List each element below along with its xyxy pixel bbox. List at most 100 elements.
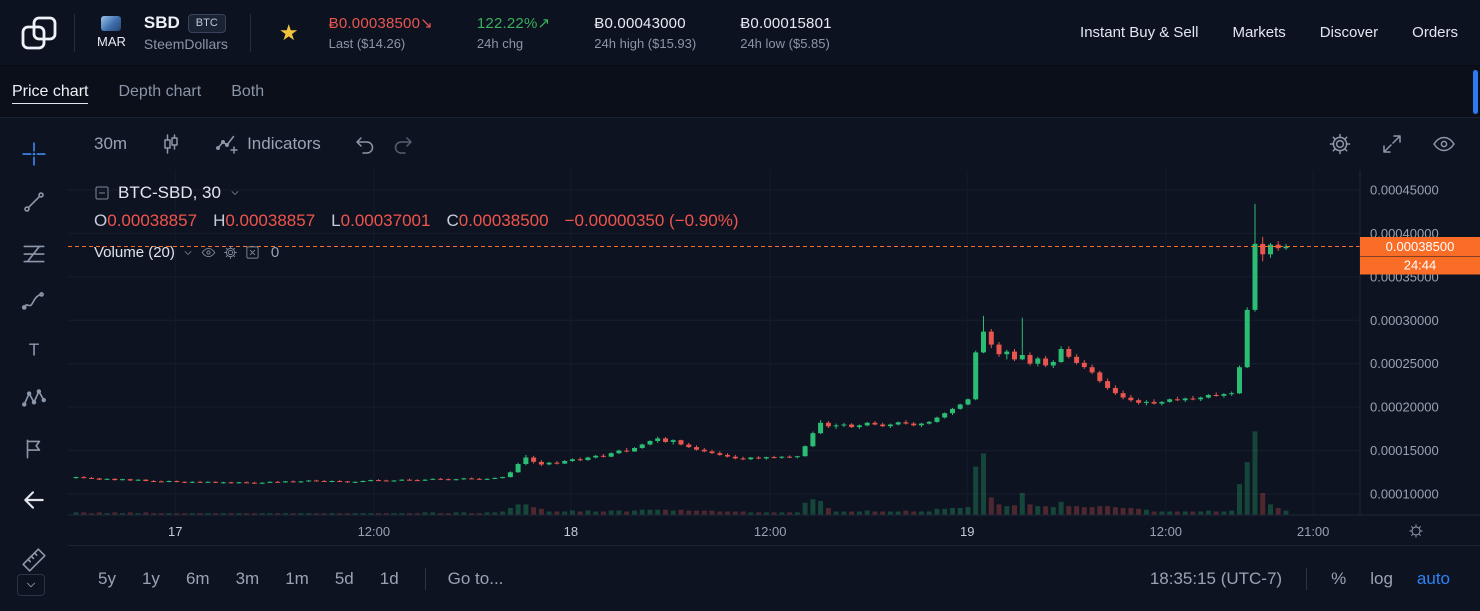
svg-text:T: T — [29, 339, 40, 359]
redo-icon — [394, 137, 412, 154]
stat-24h-low: Ƀ0.00015801 24h low ($5.85) — [740, 14, 831, 51]
range-1m-button[interactable]: 1m — [285, 568, 309, 588]
tab-both[interactable]: Both — [231, 82, 265, 100]
price-scale-gear-icon[interactable] — [1409, 524, 1423, 538]
close-value: 0.00038500 — [458, 211, 549, 230]
main-area: T 30m — [0, 118, 1480, 611]
auto-scale-button[interactable]: auto — [1416, 568, 1450, 588]
range-1d-button[interactable]: 1d — [379, 568, 399, 588]
percent-scale-button[interactable]: % — [1331, 568, 1347, 588]
trend-line-tool-icon[interactable] — [20, 188, 48, 216]
market-thumbnail-image — [101, 16, 122, 31]
low-label: 24h low ($5.85) — [740, 35, 830, 51]
nav-markets[interactable]: Markets — [1232, 24, 1286, 41]
fib-retracement-tool-icon[interactable] — [20, 240, 48, 268]
last-price-label — [1360, 237, 1480, 256]
divider — [74, 13, 75, 52]
candle-style-button[interactable] — [159, 132, 183, 156]
nav-discover[interactable]: Discover — [1319, 24, 1379, 41]
indicators-label: Indicators — [247, 134, 321, 153]
range-1y-button[interactable]: 1y — [141, 568, 160, 588]
gear-icon — [1329, 133, 1351, 155]
nav-orders[interactable]: Orders — [1412, 24, 1458, 41]
down-right-arrow-icon: ↘ — [420, 15, 433, 32]
svg-text:12:00: 12:00 — [754, 524, 787, 539]
open-letter: O — [94, 211, 108, 230]
snapshot-visibility-button[interactable] — [1432, 132, 1456, 156]
low-letter: L — [331, 211, 341, 230]
drawing-toolbar: T — [0, 118, 68, 611]
bottom-toolbar: 5y 1y 6m 3m 1m 5d 1d Go to... 18:35:15 (… — [68, 545, 1480, 611]
svg-text:0.00030000: 0.00030000 — [1370, 313, 1439, 328]
range-5y-button[interactable]: 5y — [98, 568, 116, 588]
svg-text:18: 18 — [564, 524, 578, 539]
high-letter: H — [213, 211, 226, 230]
chevron-down-icon[interactable] — [182, 247, 194, 259]
pair-info: SBD BTC SteemDollars — [144, 13, 228, 52]
tab-price-chart[interactable]: Price chart — [12, 79, 89, 104]
exchange-logo-icon[interactable] — [16, 13, 62, 53]
main-nav: Instant Buy & Sell Markets Discover Orde… — [1080, 24, 1480, 41]
indicators-icon — [216, 135, 238, 154]
arrow-left-icon[interactable] — [20, 486, 48, 514]
svg-text:17: 17 — [168, 524, 182, 539]
forecast-tool-icon[interactable] — [20, 435, 48, 463]
price-chart-svg[interactable]: 0.000450000.000400000.000350000.00030000… — [68, 170, 1480, 545]
text-tool-icon[interactable]: T — [20, 336, 48, 364]
scrollbar-thumb[interactable] — [1473, 70, 1478, 114]
legend-collapse-icon[interactable] — [94, 185, 110, 201]
market-selector[interactable]: MAR — [97, 16, 126, 49]
range-3m-button[interactable]: 3m — [235, 568, 260, 588]
range-6m-button[interactable]: 6m — [185, 568, 210, 588]
stat-last-price: Ƀ0.00038500↘ Last ($14.26) — [329, 14, 433, 51]
undo-button[interactable] — [353, 132, 377, 156]
ruler-tool-icon[interactable] — [20, 546, 48, 574]
svg-text:12:00: 12:00 — [358, 524, 391, 539]
candlestick-icon — [164, 134, 178, 154]
indicators-button[interactable]: Indicators — [215, 132, 321, 156]
fullscreen-button[interactable] — [1380, 132, 1404, 156]
nav-instant-buy-sell[interactable]: Instant Buy & Sell — [1080, 24, 1199, 41]
volume-remove-close-icon[interactable] — [245, 245, 260, 260]
clock-timezone[interactable]: 18:35:15 (UTC-7) — [1149, 568, 1283, 588]
volume-visibility-eye-icon[interactable] — [201, 245, 216, 260]
divider — [424, 567, 426, 590]
legend-symbol-title[interactable]: BTC-SBD, 30 — [118, 183, 221, 202]
goto-date-button[interactable]: Go to... — [447, 568, 504, 588]
svg-text:24:44: 24:44 — [1404, 257, 1437, 272]
volume-label: Volume (20) — [94, 244, 175, 261]
interval-button[interactable]: 30m — [94, 134, 128, 153]
svg-text:0.00020000: 0.00020000 — [1370, 400, 1439, 415]
undo-icon — [356, 137, 373, 154]
svg-text:0.00010000: 0.00010000 — [1370, 487, 1439, 502]
tab-depth-chart[interactable]: Depth chart — [118, 82, 202, 100]
volume-settings-gear-icon[interactable] — [223, 245, 238, 260]
stat-24h-high: Ƀ0.00043000 24h high ($15.93) — [594, 14, 696, 51]
favorite-star-icon[interactable]: ★ — [278, 19, 299, 45]
chevron-down-icon[interactable] — [229, 187, 241, 199]
svg-text:19: 19 — [960, 524, 974, 539]
collapse-toolbar-button[interactable] — [17, 574, 45, 596]
high-label: 24h high ($15.93) — [594, 35, 697, 51]
chart-settings-button[interactable] — [1328, 132, 1352, 156]
log-scale-button[interactable]: log — [1370, 568, 1393, 588]
volume-legend: Volume (20) 0 — [94, 244, 739, 261]
high-value: 0.00038857 — [225, 211, 316, 230]
bar-countdown-label — [1360, 256, 1480, 275]
range-5d-button[interactable]: 5d — [334, 568, 354, 588]
divider — [1306, 567, 1308, 590]
xabcd-pattern-tool-icon[interactable] — [20, 385, 48, 413]
svg-text:0.00015000: 0.00015000 — [1370, 443, 1439, 458]
svg-text:12:00: 12:00 — [1150, 524, 1183, 539]
quote-currency-badge: BTC — [187, 13, 226, 33]
svg-text:0.00025000: 0.00025000 — [1370, 356, 1439, 371]
market-stats: Ƀ0.00038500↘ Last ($14.26) 122.22%↗ 24h … — [329, 14, 832, 52]
change-label: 24h chg — [476, 36, 524, 51]
redo-button[interactable] — [391, 132, 415, 156]
crosshair-tool-icon[interactable] — [20, 140, 48, 168]
last-price-label: Last ($14.26) — [328, 36, 406, 51]
market-code: MAR — [97, 34, 126, 49]
brush-tool-icon[interactable] — [20, 288, 48, 316]
chart-toolbar: 30m Indicators — [68, 118, 1480, 170]
